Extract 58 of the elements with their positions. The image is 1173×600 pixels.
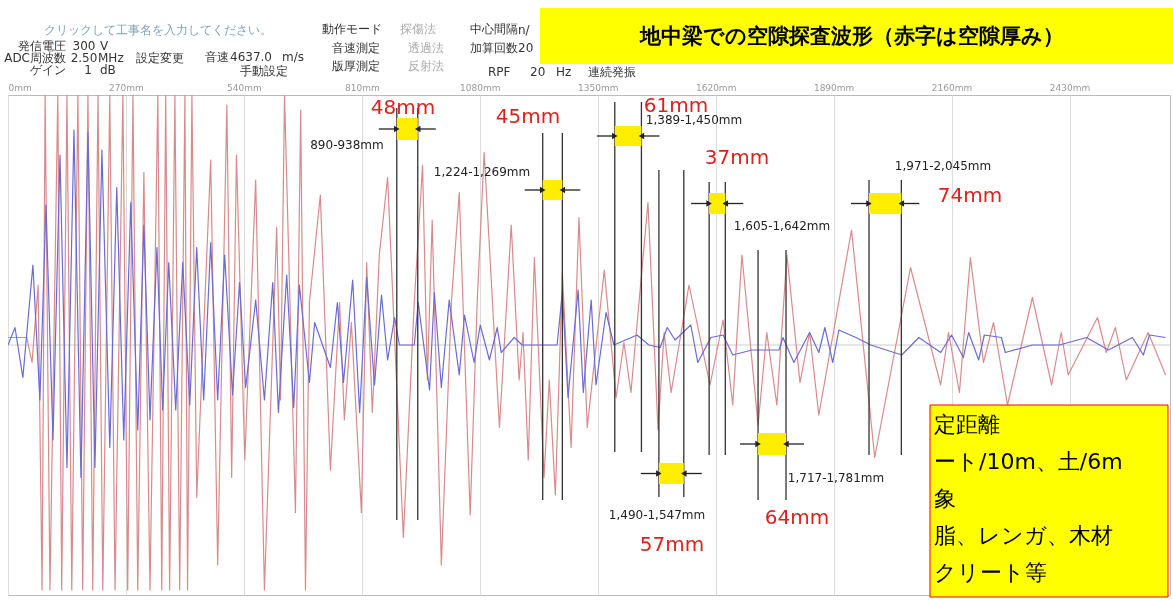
annotation: 45mm xyxy=(495,104,561,128)
text: V xyxy=(100,39,109,53)
text: 20 xyxy=(530,65,546,79)
annotation: クリート等 xyxy=(934,560,1047,585)
band-label: 890-938mm xyxy=(310,138,384,152)
text: ADC周波数 xyxy=(4,51,66,65)
x-tick-label: 1620mm xyxy=(695,82,737,93)
text: 加算回数 xyxy=(470,41,518,55)
text: 版厚測定 xyxy=(332,59,380,73)
text: 4637.0 xyxy=(230,50,272,64)
text: m/s xyxy=(282,50,304,64)
band-label: 1,490-1,547mm xyxy=(608,508,706,522)
x-tick-label: 810mm xyxy=(344,82,380,93)
x-tick-label: 2160mm xyxy=(931,82,973,93)
band-label: 1,971-2,045mm xyxy=(894,159,992,173)
text: RPF xyxy=(488,65,511,79)
text: 設定変更 xyxy=(136,51,184,65)
text: 中心間隔 xyxy=(470,22,518,36)
text: n/ xyxy=(518,23,531,37)
x-tick-label: 540mm xyxy=(227,82,262,93)
annotation: 脂、レンガ、木材 xyxy=(934,523,1113,548)
band-label: 1,224-1,269mm xyxy=(433,165,531,179)
x-tick-label: 2430mm xyxy=(1049,82,1091,93)
text: 動作モード xyxy=(322,22,382,36)
band-label: 1,389-1,450mm xyxy=(645,113,743,127)
text: 音速測定 xyxy=(332,41,380,55)
annotation: 48mm xyxy=(370,95,436,119)
text: 20 xyxy=(518,41,534,55)
annotation: 64mm xyxy=(764,505,830,529)
x-tick-label: 0mm xyxy=(8,82,32,93)
text: ゲイン xyxy=(30,63,66,77)
band-label: 1,717-1,781mm xyxy=(787,471,885,485)
annotation: 37mm xyxy=(704,145,770,169)
text: 探傷法 xyxy=(400,22,436,36)
text: 透過法 xyxy=(408,41,444,55)
text: 連続発振 xyxy=(588,65,636,79)
x-tick-label: 1080mm xyxy=(460,82,501,93)
text: クリックして工事名を入力してください。 xyxy=(44,23,272,37)
text: 2.50 xyxy=(70,51,98,65)
text: 300 xyxy=(72,39,96,53)
text: 反射法 xyxy=(408,59,444,73)
x-tick-label: 1350mm xyxy=(578,82,619,93)
chart-title: 地中梁での空隙探査波形（赤字は空隙厚み） xyxy=(639,24,1064,48)
text: dB xyxy=(100,63,116,77)
annotation: 57mm xyxy=(639,532,705,556)
annotation: 定距離 xyxy=(934,412,1000,437)
annotation: 象 xyxy=(934,486,956,511)
annotation: 74mm xyxy=(937,183,1003,207)
x-tick-label: 1890mm xyxy=(813,82,855,93)
text: 発信電圧 xyxy=(18,39,66,53)
text: MHz xyxy=(98,51,124,65)
band-label: 1,605-1,642mm xyxy=(733,219,831,233)
annotation: ート/10m、土/6m xyxy=(934,449,1123,474)
text: 手動設定 xyxy=(240,64,288,78)
text: Hz xyxy=(556,65,572,79)
text: 1 xyxy=(84,63,92,77)
text: 音速 xyxy=(205,50,229,64)
x-tick-label: 270mm xyxy=(109,82,144,93)
